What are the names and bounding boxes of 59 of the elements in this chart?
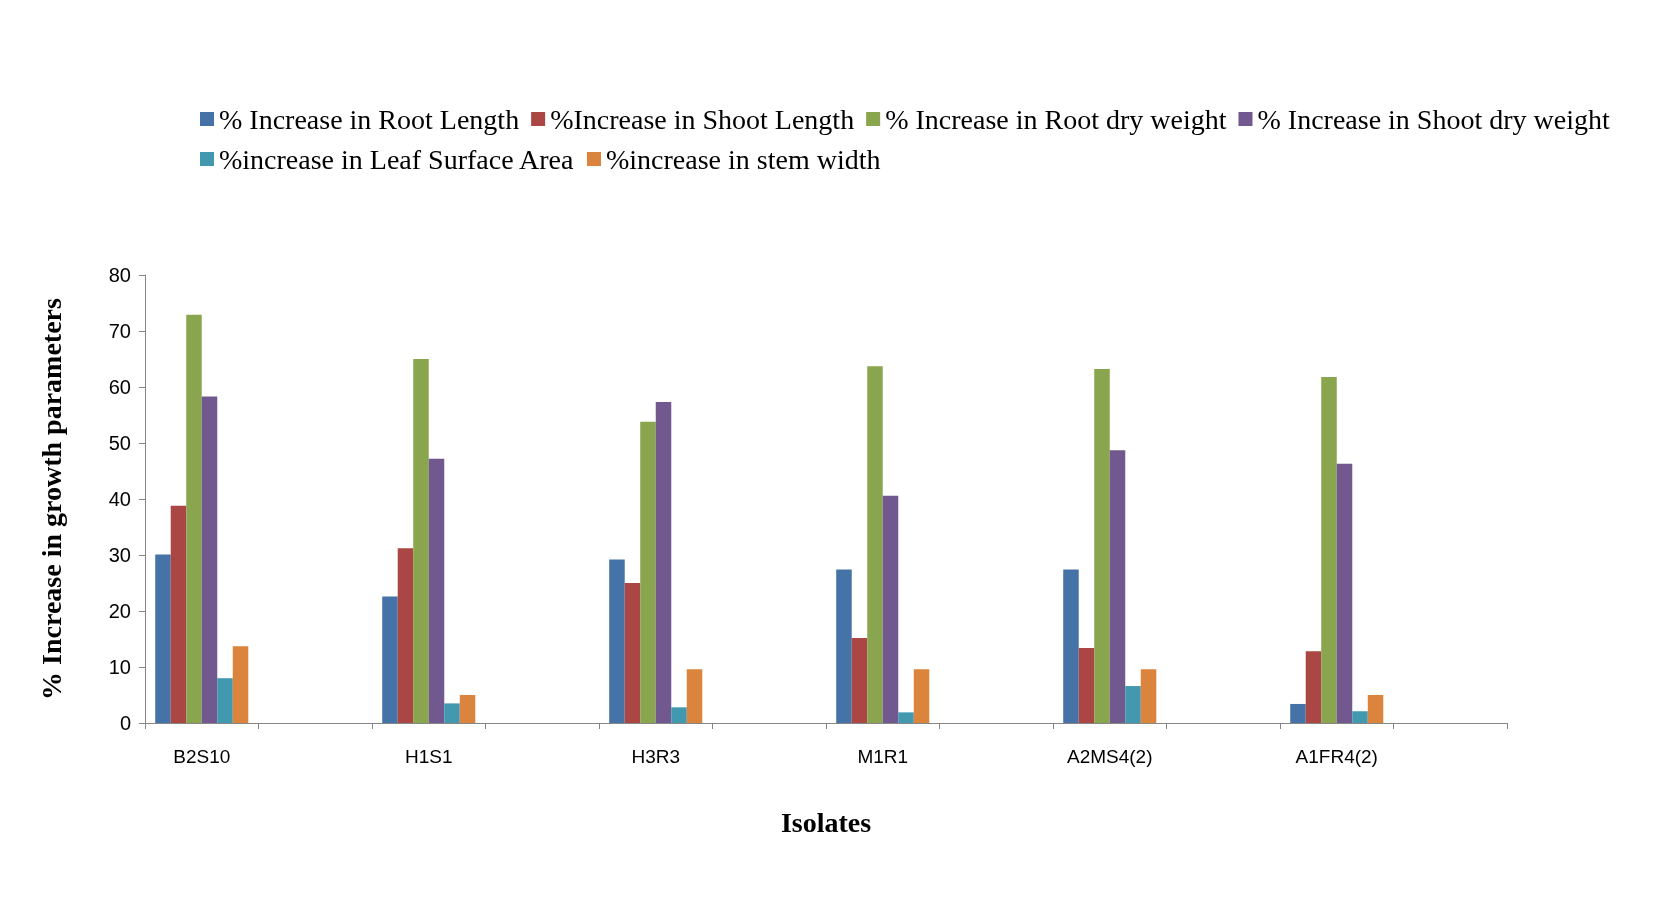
bar bbox=[851, 637, 868, 723]
bar bbox=[397, 548, 414, 723]
x-tick-label: A1FR4(2) bbox=[1295, 746, 1378, 767]
legend-label: %increase in Leaf Surface Area bbox=[219, 143, 575, 175]
bar bbox=[1125, 686, 1141, 723]
bar bbox=[217, 678, 233, 723]
bar bbox=[1063, 569, 1079, 723]
bar bbox=[655, 402, 672, 723]
bar bbox=[155, 554, 171, 723]
x-tick-label: H1S1 bbox=[404, 746, 453, 767]
y-axis-title: % Increase in growth parameters bbox=[35, 298, 67, 700]
bar bbox=[867, 366, 883, 723]
bar bbox=[624, 583, 641, 723]
bar bbox=[1094, 369, 1110, 723]
bar bbox=[686, 669, 703, 723]
bar bbox=[1321, 376, 1337, 723]
y-tick-label: 60 bbox=[108, 376, 131, 398]
bar bbox=[186, 314, 202, 723]
bar bbox=[671, 707, 687, 723]
bar bbox=[836, 569, 852, 723]
bar bbox=[1109, 450, 1126, 723]
x-tick-label: A2MS4(2) bbox=[1066, 746, 1153, 767]
x-tick-label: B2S10 bbox=[173, 746, 231, 767]
y-tick-label: 0 bbox=[119, 712, 131, 734]
legend-label: % Increase in Root dry weight bbox=[885, 103, 1227, 135]
bar bbox=[882, 495, 899, 723]
x-axis-title: Isolates bbox=[780, 806, 872, 838]
bar bbox=[1078, 647, 1095, 723]
bar bbox=[1367, 695, 1384, 723]
bar bbox=[913, 669, 930, 723]
bar bbox=[201, 396, 218, 723]
bar bbox=[170, 505, 187, 723]
bar bbox=[609, 559, 625, 723]
legend-label: %Increase in Shoot Length bbox=[550, 103, 855, 135]
y-tick-label: 10 bbox=[108, 656, 131, 678]
legend-label: % Increase in Root Length bbox=[219, 103, 520, 135]
x-tick-label: M1R1 bbox=[857, 746, 909, 767]
bar bbox=[1290, 703, 1306, 723]
bar bbox=[898, 712, 914, 723]
bar bbox=[1352, 711, 1368, 723]
bar bbox=[428, 458, 445, 723]
bar bbox=[382, 596, 398, 723]
y-tick-label: 40 bbox=[108, 488, 131, 510]
x-tick-label: H3R3 bbox=[631, 746, 681, 767]
legend-label: %increase in stem width bbox=[606, 143, 881, 175]
bar bbox=[1140, 669, 1157, 723]
bar bbox=[413, 359, 429, 723]
bar bbox=[459, 695, 476, 723]
y-tick-label: 30 bbox=[108, 544, 131, 566]
y-tick-label: 70 bbox=[108, 320, 131, 342]
y-tick-label: 20 bbox=[108, 600, 131, 622]
bar bbox=[444, 703, 460, 723]
bar bbox=[1305, 651, 1322, 723]
y-tick-label: 50 bbox=[108, 432, 131, 454]
bar bbox=[1336, 463, 1353, 723]
legend-label: % Increase in Shoot dry weight bbox=[1257, 103, 1610, 135]
y-tick-label: 80 bbox=[108, 264, 131, 286]
bar bbox=[640, 421, 656, 723]
bar bbox=[232, 646, 249, 723]
